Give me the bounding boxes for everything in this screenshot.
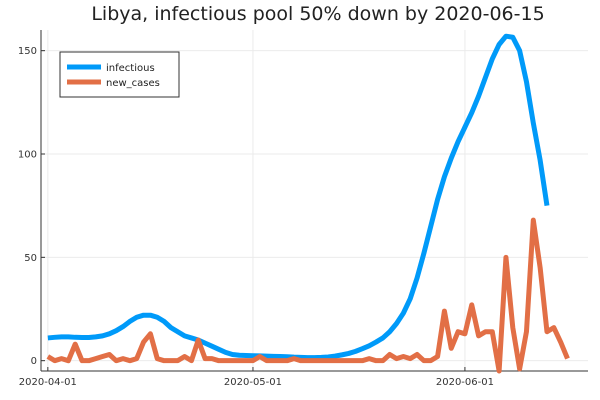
chart-title: Libya, infectious pool 50% down by 2020-… xyxy=(91,3,544,25)
legend: infectious new_cases xyxy=(59,51,180,98)
legend-label-new-cases: new_cases xyxy=(106,78,160,89)
y-tick-label: 150 xyxy=(18,46,37,57)
y-tick-label: 50 xyxy=(24,253,37,264)
y-tick-label: 100 xyxy=(18,150,37,161)
x-tick-label: 2020-06-01 xyxy=(436,377,494,388)
x-tick-label: 2020-05-01 xyxy=(224,377,282,388)
x-tick-label: 2020-04-01 xyxy=(19,377,77,388)
y-tick-label: 0 xyxy=(31,356,37,367)
series-line-new-cases xyxy=(46,217,570,374)
series-layer xyxy=(46,33,570,374)
legend-box xyxy=(59,51,180,98)
legend-label-infectious: infectious xyxy=(106,63,155,74)
